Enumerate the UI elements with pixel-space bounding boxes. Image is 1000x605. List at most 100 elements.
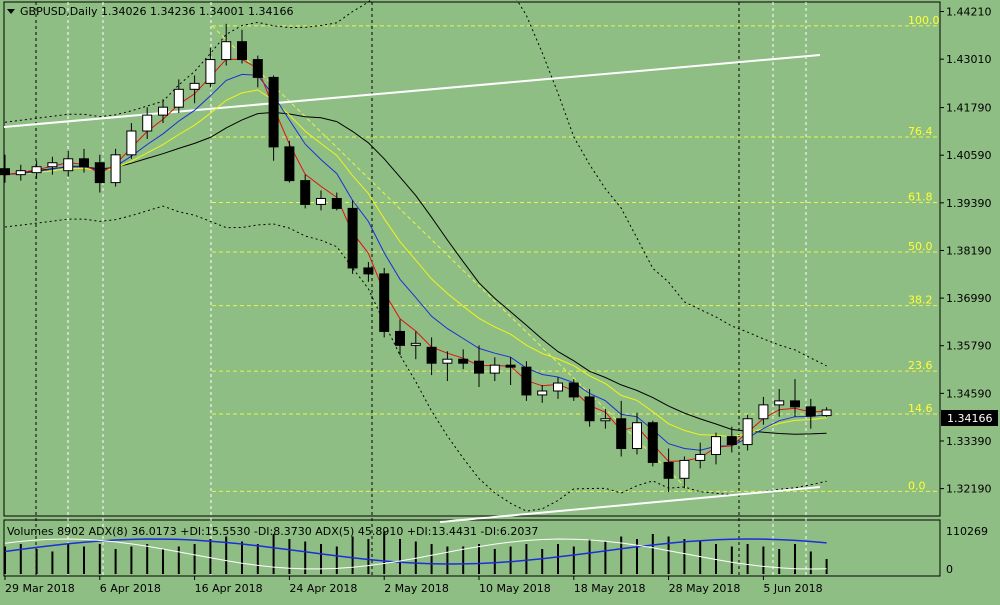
candle-body: [458, 358, 469, 364]
candle-body: [347, 207, 358, 269]
candle[interactable]: [442, 351, 453, 382]
dropdown-triangle-icon[interactable]: [7, 9, 15, 14]
candle[interactable]: [94, 154, 105, 193]
candle[interactable]: [521, 361, 532, 401]
y-tick-label: 1.39390: [946, 197, 992, 210]
candle-body: [252, 59, 263, 78]
candle[interactable]: [347, 200, 358, 274]
current-price-label: 1.34166: [947, 412, 993, 425]
candle[interactable]: [268, 75, 279, 161]
candle[interactable]: [679, 456, 690, 489]
channel-upper: [4, 0, 827, 367]
candle[interactable]: [600, 408, 611, 429]
candle-body: [284, 146, 295, 182]
candle[interactable]: [189, 75, 200, 104]
candle[interactable]: [316, 190, 326, 211]
candle[interactable]: [126, 123, 137, 159]
price-axis: 1.44210 1.43010 1.41790 1.40590 1.39390 1.381…: [940, 6, 992, 496]
y-tick-label: 1.35790: [946, 340, 992, 353]
fib-level-label: 100.0: [908, 14, 940, 27]
candle[interactable]: [774, 388, 785, 417]
candle-body: [584, 396, 595, 422]
candle[interactable]: [63, 150, 74, 177]
candle-body: [474, 360, 484, 374]
candle[interactable]: [47, 156, 58, 175]
candle[interactable]: [695, 442, 706, 469]
candle-body: [663, 461, 674, 479]
candle[interactable]: [363, 261, 374, 282]
candle-body: [63, 158, 74, 172]
candle-body: [189, 82, 200, 90]
candle[interactable]: [142, 107, 153, 139]
candle[interactable]: [758, 396, 769, 425]
x-tick-label: 6 Apr 2018: [100, 582, 161, 595]
candle[interactable]: [237, 29, 247, 64]
candle-body: [790, 400, 800, 408]
candle[interactable]: [790, 379, 800, 417]
candle-body: [173, 88, 184, 108]
candle[interactable]: [647, 420, 658, 467]
fib-diagonal: [211, 25, 691, 492]
fib-level-label: 14.6: [908, 402, 933, 415]
y-tick-label: 1.38190: [946, 244, 992, 257]
candle[interactable]: [395, 319, 405, 356]
candle[interactable]: [458, 349, 469, 370]
candle-body: [711, 436, 721, 455]
x-tick-label: 29 Mar 2018: [5, 582, 75, 595]
candle[interactable]: [284, 140, 295, 183]
x-tick-label: 5 Jun 2018: [763, 582, 822, 595]
candle[interactable]: [158, 99, 168, 124]
candle[interactable]: [31, 160, 42, 179]
candles-group[interactable]: [0, 23, 832, 493]
candle[interactable]: [474, 345, 484, 388]
candle[interactable]: [537, 385, 548, 403]
candle[interactable]: [79, 148, 89, 173]
candle-body: [379, 273, 390, 332]
candle[interactable]: [410, 331, 421, 360]
trend-line-lower[interactable]: [439, 486, 821, 523]
candle[interactable]: [426, 337, 437, 376]
current-price-tag: [941, 410, 998, 426]
candle[interactable]: [632, 412, 642, 455]
candle[interactable]: [584, 388, 595, 427]
candle[interactable]: [15, 164, 26, 181]
candle[interactable]: [252, 55, 263, 88]
y-tick-label: 1.34590: [946, 387, 992, 400]
candle[interactable]: [821, 407, 832, 417]
candle[interactable]: [805, 398, 816, 429]
candle[interactable]: [489, 357, 500, 382]
x-tick-label: 2 May 2018: [384, 582, 449, 595]
candle[interactable]: [379, 267, 390, 338]
candle-body: [695, 453, 706, 461]
candle[interactable]: [505, 357, 516, 386]
ema-mid-line: [4, 73, 827, 451]
candle[interactable]: [616, 400, 627, 457]
candle-body: [0, 168, 10, 176]
candle-body: [221, 41, 232, 61]
candle-body: [316, 197, 326, 205]
candle[interactable]: [110, 148, 121, 187]
candle[interactable]: [0, 154, 10, 183]
candle[interactable]: [742, 414, 753, 451]
candle[interactable]: [711, 432, 721, 465]
candle-body: [15, 170, 26, 176]
ma-long-line: [4, 111, 827, 435]
candle-body: [647, 422, 658, 463]
candle[interactable]: [553, 377, 563, 399]
candle[interactable]: [331, 192, 342, 211]
candle[interactable]: [663, 448, 674, 493]
candle[interactable]: [221, 23, 232, 66]
candle-body: [805, 406, 816, 417]
candle[interactable]: [205, 47, 216, 88]
candle[interactable]: [568, 379, 579, 401]
candle[interactable]: [726, 426, 737, 453]
fib-level-label: 38.2: [908, 294, 933, 307]
candle-body: [537, 390, 548, 396]
candle-body: [363, 267, 374, 275]
trend-line-upper[interactable]: [3, 54, 821, 128]
candle[interactable]: [300, 174, 311, 209]
candle[interactable]: [173, 79, 184, 114]
trend-lines[interactable]: [3, 54, 821, 523]
